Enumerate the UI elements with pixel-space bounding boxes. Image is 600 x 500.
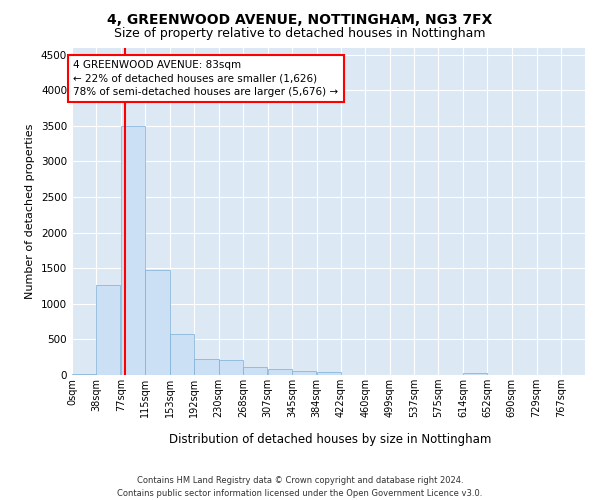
Bar	[170, 334, 194, 375]
Bar	[218, 360, 243, 375]
Bar	[463, 372, 487, 375]
Text: Contains HM Land Registry data © Crown copyright and database right 2024.
Contai: Contains HM Land Registry data © Crown c…	[118, 476, 482, 498]
Text: Size of property relative to detached houses in Nottingham: Size of property relative to detached ho…	[114, 28, 486, 40]
Bar	[72, 374, 96, 375]
Text: 4, GREENWOOD AVENUE, NOTTINGHAM, NG3 7FX: 4, GREENWOOD AVENUE, NOTTINGHAM, NG3 7FX	[107, 12, 493, 26]
Bar	[194, 360, 218, 375]
Bar	[96, 286, 121, 375]
Text: Distribution of detached houses by size in Nottingham: Distribution of detached houses by size …	[169, 432, 491, 446]
Bar	[243, 367, 267, 375]
Y-axis label: Number of detached properties: Number of detached properties	[25, 124, 35, 299]
Bar	[268, 370, 292, 375]
Bar	[145, 270, 170, 375]
Text: 4 GREENWOOD AVENUE: 83sqm
← 22% of detached houses are smaller (1,626)
78% of se: 4 GREENWOOD AVENUE: 83sqm ← 22% of detac…	[73, 60, 338, 96]
Bar	[317, 372, 341, 375]
Bar	[292, 371, 316, 375]
Bar	[121, 126, 145, 375]
